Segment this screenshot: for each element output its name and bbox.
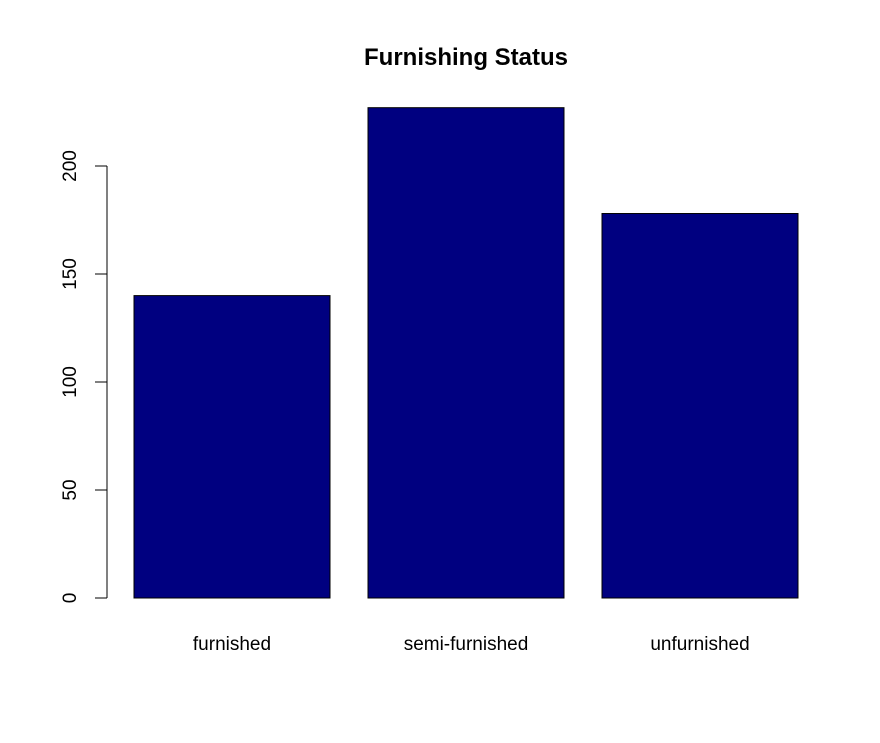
x-axis-labels: furnished semi-furnished unfurnished: [193, 634, 750, 655]
y-tick-label: 50: [60, 479, 81, 500]
y-tick-label: 0: [60, 593, 81, 604]
bars-group: [133, 107, 799, 599]
bar-unfurnished: [601, 213, 799, 599]
y-tick-label: 100: [60, 366, 81, 398]
y-axis: 0 50 100 150 200: [60, 150, 108, 604]
y-tick-label: 150: [60, 258, 81, 290]
bar-semi-furnished: [367, 107, 565, 599]
x-category-label: unfurnished: [650, 634, 749, 655]
bar-furnished: [133, 295, 331, 599]
y-tick-label: 200: [60, 150, 81, 182]
x-category-label: semi-furnished: [404, 634, 529, 655]
x-category-label: furnished: [193, 634, 271, 655]
chart-title: Furnishing Status: [364, 44, 568, 71]
